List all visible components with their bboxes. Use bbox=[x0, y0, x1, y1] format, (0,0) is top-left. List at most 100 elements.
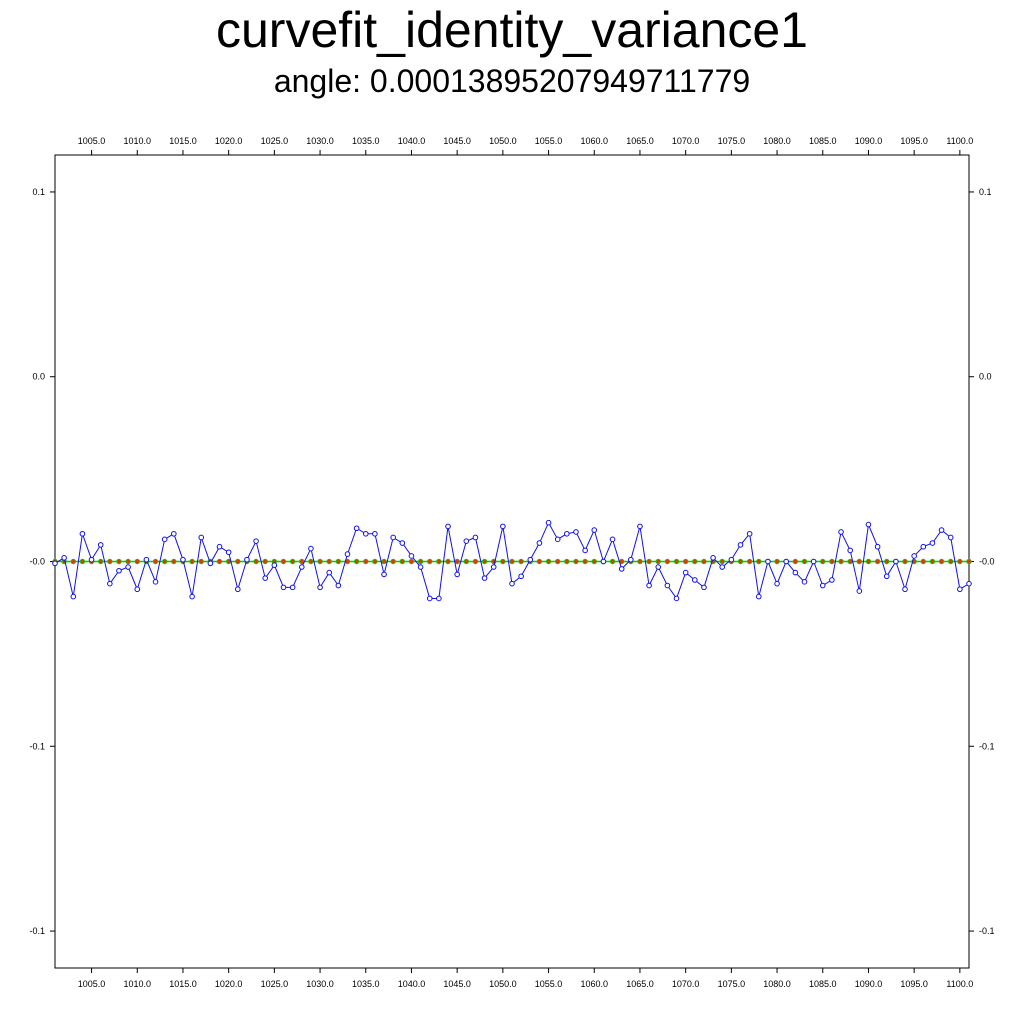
fit-point bbox=[801, 558, 808, 565]
data-point bbox=[353, 525, 360, 532]
data-point bbox=[454, 571, 460, 578]
fit-point bbox=[637, 558, 643, 565]
data-point bbox=[262, 575, 269, 581]
data-point bbox=[362, 530, 369, 537]
data-point bbox=[701, 584, 707, 591]
fit-point bbox=[673, 558, 680, 565]
fit-point bbox=[98, 558, 104, 565]
data-point bbox=[692, 577, 698, 583]
data-point bbox=[938, 527, 945, 533]
fit-point bbox=[655, 558, 661, 565]
fit-point bbox=[884, 558, 890, 565]
fit-point bbox=[253, 558, 259, 565]
data-point bbox=[829, 577, 835, 583]
data-point bbox=[911, 553, 917, 559]
y-tick-label-left: -0.1 bbox=[29, 926, 45, 936]
fit-point bbox=[372, 558, 378, 565]
data-point bbox=[902, 586, 908, 593]
data-point bbox=[134, 586, 141, 593]
data-point bbox=[527, 556, 534, 563]
fit-point bbox=[216, 558, 223, 565]
x-tick-label-top: 1025.0 bbox=[261, 136, 289, 146]
x-tick-label-top: 1020.0 bbox=[215, 136, 243, 146]
data-point bbox=[609, 536, 616, 543]
fit-point bbox=[938, 558, 945, 565]
data-point bbox=[372, 530, 378, 537]
fit-point bbox=[820, 558, 826, 565]
data-point bbox=[518, 573, 524, 580]
data-point bbox=[929, 540, 936, 546]
data-point bbox=[883, 573, 890, 580]
x-tick-label-bottom: 1095.0 bbox=[900, 979, 928, 989]
fit-point bbox=[70, 558, 76, 565]
y-tick-label-left: 0.0 bbox=[32, 372, 45, 382]
data-point bbox=[463, 538, 470, 544]
fit-point bbox=[536, 558, 543, 565]
fit-point bbox=[865, 558, 872, 565]
fit-point bbox=[152, 558, 159, 565]
data-point bbox=[481, 575, 488, 581]
data-point bbox=[61, 555, 67, 561]
x-tick-label-bottom: 1065.0 bbox=[626, 979, 654, 989]
data-point bbox=[344, 551, 351, 557]
x-tick-label-bottom: 1030.0 bbox=[306, 979, 334, 989]
data-point bbox=[289, 584, 296, 591]
data-point bbox=[719, 564, 726, 570]
data-point bbox=[554, 536, 561, 543]
data-point bbox=[97, 542, 104, 548]
x-tick-label-top: 1010.0 bbox=[123, 136, 151, 146]
fit-point bbox=[792, 558, 799, 565]
fit-point bbox=[79, 558, 86, 565]
x-tick-label-top: 1040.0 bbox=[398, 136, 426, 146]
data-point bbox=[874, 543, 881, 550]
fit-point bbox=[481, 558, 488, 565]
fit-point bbox=[335, 558, 342, 565]
x-tick-label-top: 1095.0 bbox=[900, 136, 928, 146]
fit-point bbox=[280, 558, 287, 565]
data-point bbox=[682, 569, 689, 576]
data-point bbox=[116, 567, 122, 574]
x-tick-label-bottom: 1035.0 bbox=[352, 979, 380, 989]
x-tick-label-top: 1085.0 bbox=[809, 136, 837, 146]
data-point bbox=[536, 540, 543, 546]
fit-point bbox=[308, 558, 314, 565]
fit-point bbox=[363, 558, 369, 565]
fit-point bbox=[756, 558, 762, 565]
fit-point bbox=[417, 558, 424, 565]
fit-point bbox=[701, 558, 707, 565]
fit-point bbox=[920, 558, 926, 565]
data-point bbox=[920, 543, 927, 550]
data-point bbox=[88, 556, 95, 563]
data-point bbox=[271, 562, 278, 568]
data-point bbox=[171, 530, 177, 537]
data-point bbox=[947, 534, 954, 541]
data-point bbox=[774, 580, 780, 587]
data-point bbox=[755, 593, 762, 600]
data-point bbox=[637, 523, 643, 530]
data-point bbox=[564, 530, 570, 537]
fit-point bbox=[774, 558, 780, 565]
data-point bbox=[161, 536, 168, 543]
fit-point bbox=[125, 558, 131, 565]
fit-point bbox=[737, 558, 744, 565]
data-point bbox=[107, 580, 113, 587]
data-point bbox=[957, 586, 963, 593]
fit-point bbox=[591, 558, 597, 565]
fit-point bbox=[262, 558, 268, 565]
data-point bbox=[298, 564, 305, 570]
data-point bbox=[143, 556, 150, 563]
x-tick-label-bottom: 1045.0 bbox=[443, 979, 471, 989]
data-point bbox=[335, 582, 342, 589]
fit-point bbox=[829, 558, 835, 565]
fit-point bbox=[408, 558, 415, 565]
data-point bbox=[865, 521, 872, 528]
fit-point bbox=[390, 558, 396, 565]
data-point bbox=[746, 530, 753, 537]
x-tick-label-top: 1045.0 bbox=[443, 136, 471, 146]
x-tick-label-bottom: 1070.0 bbox=[672, 979, 700, 989]
fit-point bbox=[326, 558, 332, 565]
fit-point bbox=[198, 558, 204, 565]
x-tick-label-top: 1050.0 bbox=[489, 136, 517, 146]
x-tick-label-bottom: 1090.0 bbox=[855, 979, 883, 989]
data-point bbox=[893, 558, 899, 565]
